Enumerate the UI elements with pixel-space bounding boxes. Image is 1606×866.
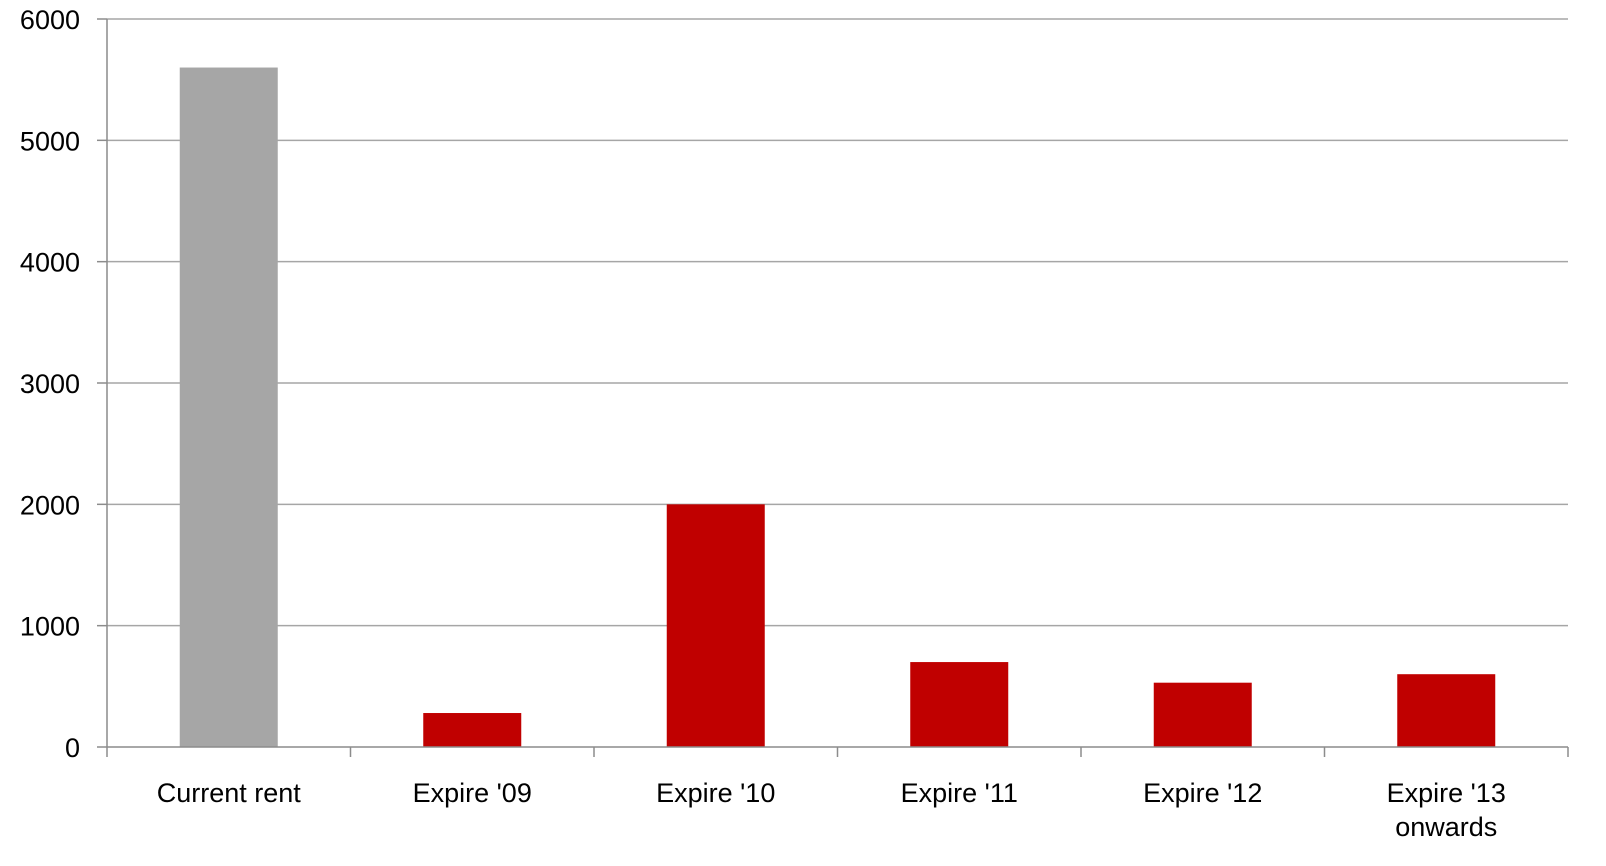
x-category-label: Expire '11 <box>901 778 1018 808</box>
y-tick-label: 4000 <box>20 248 80 278</box>
bar <box>666 504 765 747</box>
x-category-label: Expire '12 <box>1143 778 1262 808</box>
bar <box>1153 682 1252 747</box>
bar <box>179 67 278 748</box>
y-tick-label: 3000 <box>20 369 80 399</box>
bar <box>1397 674 1496 747</box>
y-tick-label: 6000 <box>20 5 80 35</box>
y-tick-label: 1000 <box>20 612 80 642</box>
y-tick-label: 2000 <box>20 490 80 520</box>
bars <box>179 67 1496 748</box>
x-category-label: Expire '13 <box>1387 778 1506 808</box>
bar <box>910 662 1009 747</box>
x-category-label: Current rent <box>157 778 302 808</box>
x-category-label: onwards <box>1395 812 1497 842</box>
y-tick-label: 0 <box>65 733 80 763</box>
y-tick-label: 5000 <box>20 126 80 156</box>
y-tick-labels: 0 1000 2000 3000 4000 5000 6000 <box>20 5 80 763</box>
x-category-labels: Current rent Expire '09 Expire '10 Expire '… <box>157 778 1506 842</box>
bar <box>423 713 522 747</box>
gridlines <box>107 18 1568 627</box>
x-category-label: Expire '10 <box>656 778 775 808</box>
x-category-label: Expire '09 <box>413 778 532 808</box>
axes <box>97 18 1569 757</box>
